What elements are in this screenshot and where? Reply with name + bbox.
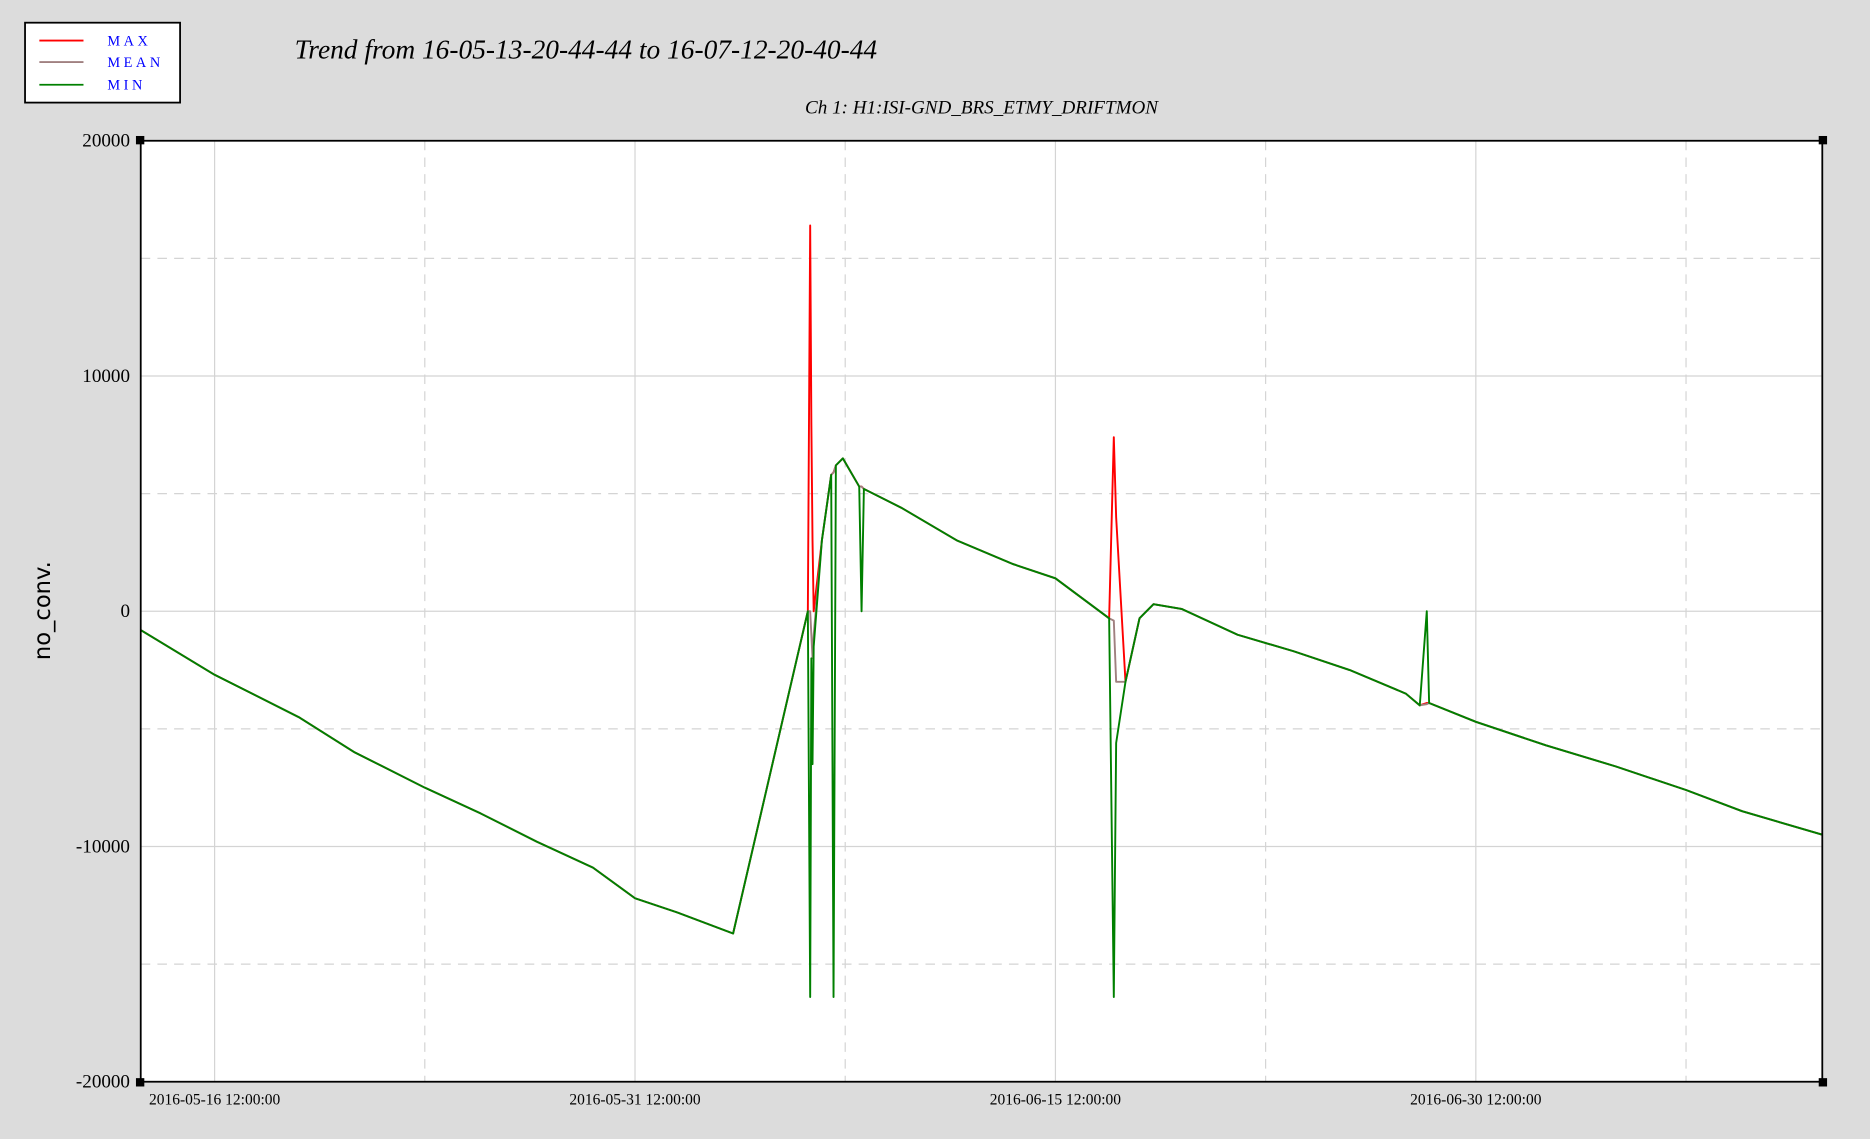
chart-subtitle: Ch 1: H1:ISI-GND_BRS_ETMY_DRIFTMON: [805, 97, 1159, 118]
labels: -20000 -10000 0 10000 20000 2016-05-16 12:00:…: [76, 131, 1542, 1109]
chart-title: Trend from 16-05-13-20-44-44 to 16-07-12…: [295, 34, 878, 64]
y-tick-label: -10000: [76, 836, 130, 857]
y-tick-label: 20000: [82, 131, 130, 152]
corner: [135, 135, 145, 145]
y-tick-label: -20000: [76, 1072, 130, 1093]
legend-label: MIN: [107, 77, 146, 93]
corner: [135, 1078, 145, 1087]
x-tick-label: 2016-06-15 12:00:00: [990, 1091, 1122, 1108]
plot-frame: [139, 139, 1824, 1083]
corner: [1818, 135, 1828, 145]
lines: [140, 224, 1823, 998]
y-tick-label: 0: [120, 601, 130, 622]
x-tick-label: 2016-06-30 12:00:00: [1410, 1091, 1542, 1108]
x-tick-label: 2016-05-31 12:00:00: [569, 1091, 701, 1108]
y-axis-label: no_conv.: [30, 561, 56, 660]
series-line: [140, 457, 1823, 998]
legend-label: MEAN: [107, 55, 163, 71]
x-tick-label: 2016-05-16 12:00:00: [149, 1091, 281, 1108]
legend: MAX MEAN MIN: [39, 33, 163, 93]
y-tick-label: 10000: [82, 366, 130, 387]
legend-label: MAX: [107, 33, 151, 49]
corner: [1818, 1078, 1828, 1087]
